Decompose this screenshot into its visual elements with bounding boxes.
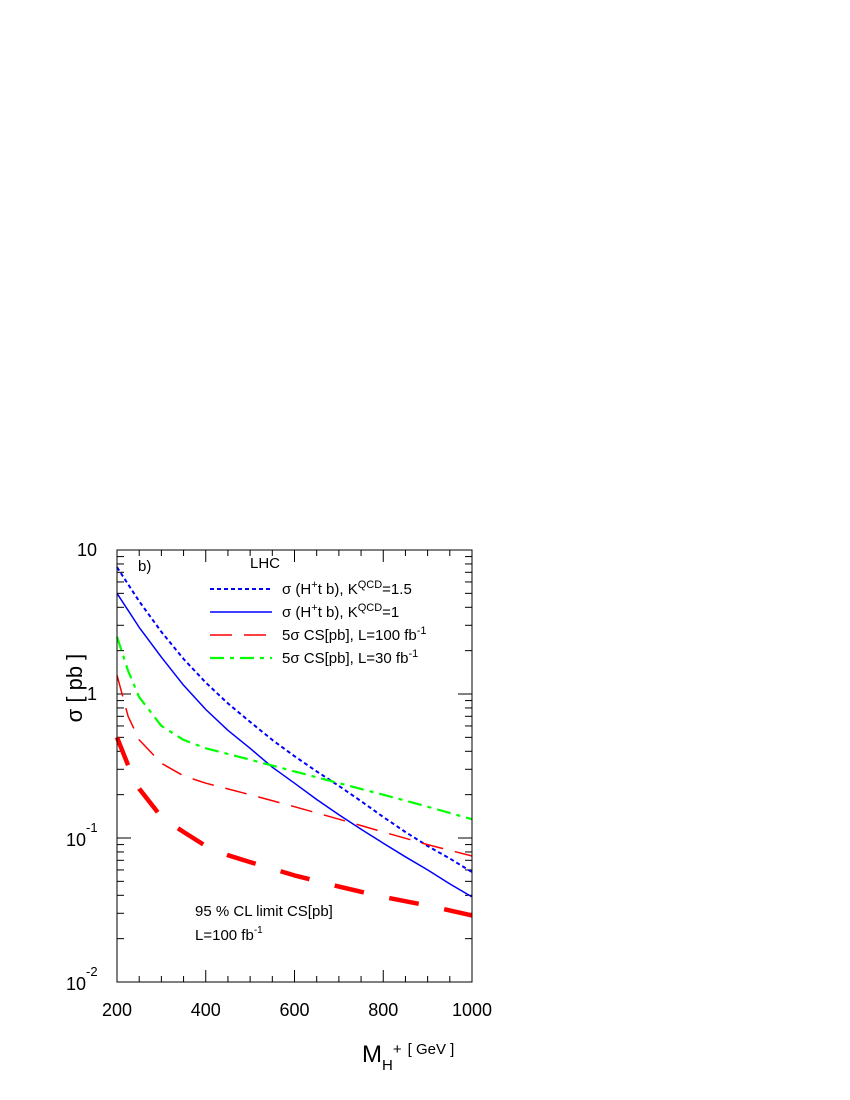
x-tick-label: 600 — [279, 1000, 309, 1020]
series-cl95 — [114, 736, 473, 918]
series-cs100 — [116, 675, 473, 857]
y-tick-label: 10-1 — [66, 820, 98, 850]
series-layer — [114, 566, 473, 918]
annotation-line2: L=100 fb-1 — [195, 925, 263, 944]
plot-frame — [116, 549, 473, 983]
y-tick-label: 10-2 — [66, 964, 98, 994]
x-tick-labels: 200 400 600 800 1000 — [102, 1000, 492, 1020]
collider-label: LHC — [250, 555, 280, 572]
annotation-line1: 95 % CL limit CS[pb] — [195, 903, 333, 920]
legend: σ (H+t b), KQCD=1.5 σ (H+t b), KQCD=1 5σ C… — [210, 579, 427, 667]
y-tick-labels: 10 1 10-1 10-2 — [66, 540, 98, 994]
x-tick-label: 800 — [368, 1000, 398, 1020]
series-cs30 — [115, 636, 473, 821]
panel-label: b) — [138, 558, 151, 575]
x-tick-label: 1000 — [452, 1000, 492, 1020]
legend-label-cs100: 5σ CS[pb], L=100 fb-1 — [282, 625, 427, 644]
legend-label-sigma1: σ (H+t b), KQCD=1 — [282, 602, 399, 621]
x-tick-label: 200 — [102, 1000, 132, 1020]
legend-label-sigma15: σ (H+t b), KQCD=1.5 — [282, 579, 412, 598]
series-sigma1 — [116, 592, 473, 898]
x-axis-label: MH+[ GeV ] — [362, 1041, 454, 1074]
y-tick-label: 1 — [87, 684, 97, 704]
legend-label-cs30: 5σ CS[pb], L=30 fb-1 — [282, 648, 418, 667]
series-sigma15 — [116, 566, 473, 873]
x-tick-label: 400 — [191, 1000, 221, 1020]
y-tick-label: 10 — [77, 540, 97, 560]
y-axis-label: σ [ pb ] — [62, 654, 87, 723]
